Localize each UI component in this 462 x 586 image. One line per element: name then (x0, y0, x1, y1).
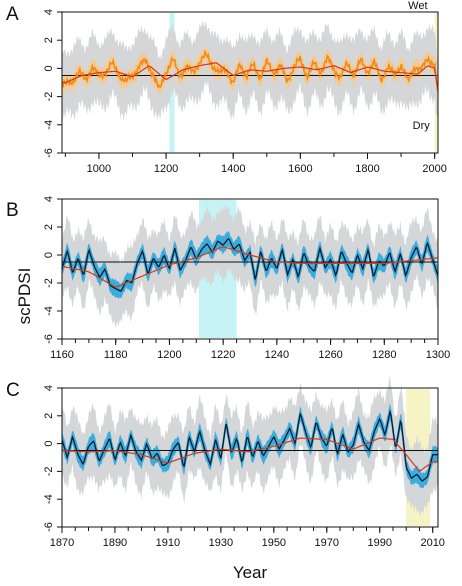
x-tick-label: 1910 (156, 537, 180, 549)
uncertainty-band-outer (62, 202, 438, 329)
panel-b: -6 -4 -2 0 2 4 1160 1180 1200 1220 1240 1260 1280 130… (43, 196, 450, 361)
x-tick-label: 1990 (368, 537, 392, 549)
annual-series-line (61, 49, 439, 92)
x-tick-label: 1950 (262, 537, 286, 549)
smoothed-series-line (62, 62, 439, 90)
plot-frame (61, 387, 439, 528)
annotation-dry: Dry (413, 120, 431, 132)
y-tick-label: 0 (43, 252, 55, 258)
x-tick-label: 1280 (372, 349, 396, 361)
y-tick-label: -6 (43, 148, 55, 158)
y-tick-label: -6 (43, 522, 55, 532)
smoothed-series-line (61, 246, 439, 288)
y-tick-label: 0 (43, 65, 55, 71)
y-tick-label: -4 (43, 120, 55, 130)
x-tick-label: 1220 (211, 349, 235, 361)
y-tick-label: -4 (43, 494, 55, 504)
y-tick-label: -2 (43, 278, 55, 288)
y-tick-label: 4 (43, 196, 55, 202)
x-tick-label: 1600 (288, 163, 312, 175)
panel-label-c: C (6, 380, 20, 401)
y-tick-label: 2 (43, 413, 55, 419)
panel-a: -6 -4 -2 0 2 4 1000 1200 1400 1600 1800 2000 Wet Dry (43, 0, 447, 175)
x-tick-label: 1400 (221, 163, 245, 175)
y-axis-title: scPDSI (15, 268, 34, 325)
x-tick-label: 1260 (318, 349, 342, 361)
plot-frame (61, 11, 439, 154)
x-tick-label: 1800 (355, 163, 379, 175)
y-tick-label: -6 (43, 334, 55, 344)
y-tick-label: 4 (43, 9, 55, 15)
x-tick-label: 1160 (50, 349, 74, 361)
x-tick-label: 1200 (154, 163, 178, 175)
x-tick-label: 1300 (426, 349, 450, 361)
x-tick-label: 1870 (50, 537, 74, 549)
x-tick-label: 1000 (87, 163, 111, 175)
x-tick-label: 1890 (103, 537, 127, 549)
x-axis-title: Year (233, 563, 268, 582)
y-tick-label: -2 (43, 467, 55, 477)
y-tick-label: -4 (43, 306, 55, 316)
x-tick-label: 1200 (157, 349, 181, 361)
annual-series-line (61, 409, 438, 482)
y-tick-label: 2 (43, 224, 55, 230)
y-tick-label: -2 (43, 92, 55, 102)
smoothed-series-line (62, 437, 438, 472)
y-tick-label: 0 (43, 441, 55, 447)
y-tick-label: 4 (43, 385, 55, 391)
panel-label-b: B (6, 200, 19, 221)
x-tick-label: 1970 (315, 537, 339, 549)
x-tick-label: 1930 (209, 537, 233, 549)
x-tick-label: 1180 (104, 349, 128, 361)
x-tick-label: 1240 (265, 349, 289, 361)
panel-c: -6 -4 -2 0 2 4 1870 1890 1910 1930 1950 1970 1990 201… (43, 375, 445, 549)
y-tick-label: 2 (43, 37, 55, 43)
x-tick-label: 2010 (420, 537, 444, 549)
panel-label-a: A (6, 4, 19, 25)
x-tick-label: 2000 (422, 163, 446, 175)
annotation-wet: Wet (408, 0, 427, 12)
uncertainty-band-inner (62, 45, 438, 99)
